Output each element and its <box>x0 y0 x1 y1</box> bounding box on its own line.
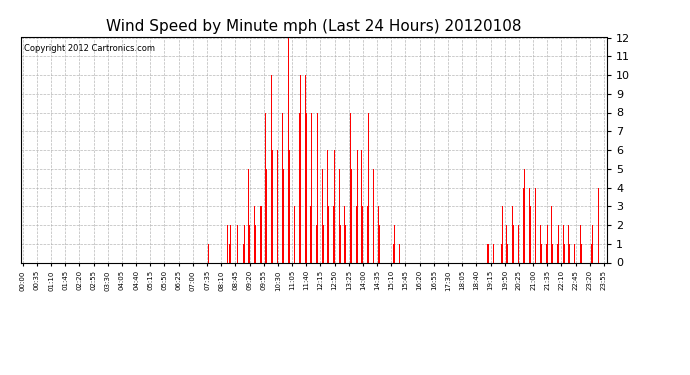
Text: Copyright 2012 Cartronics.com: Copyright 2012 Cartronics.com <box>23 44 155 53</box>
Text: Wind Speed by Minute mph (Last 24 Hours) 20120108: Wind Speed by Minute mph (Last 24 Hours)… <box>106 19 522 34</box>
